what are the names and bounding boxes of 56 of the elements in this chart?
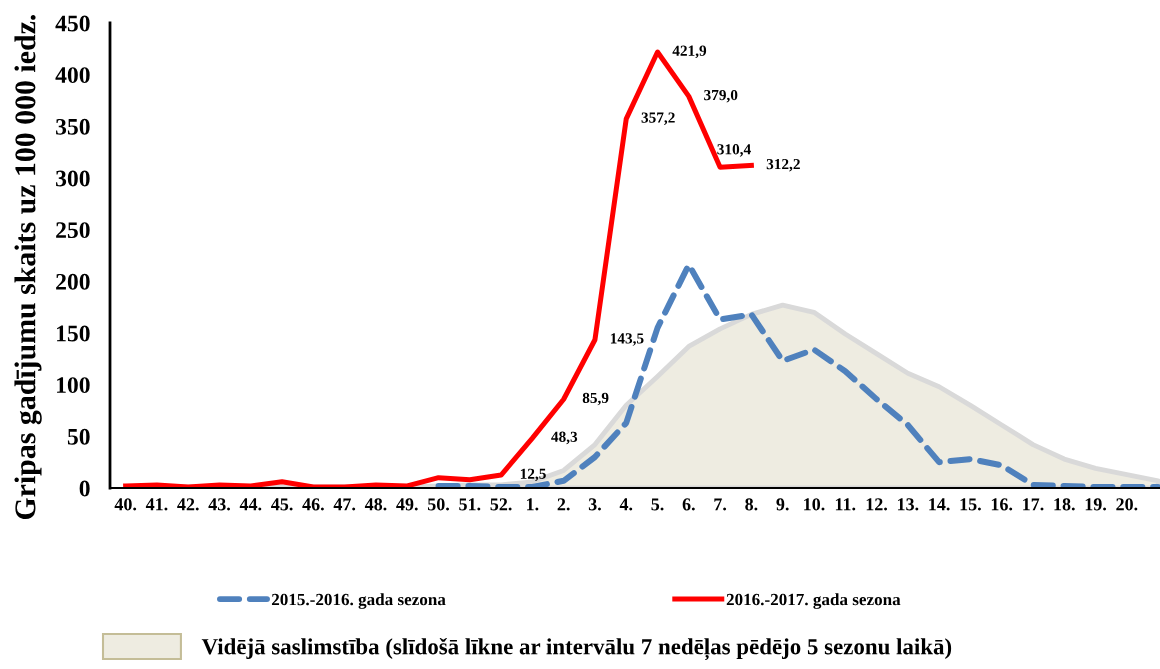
data-label: 85,9 bbox=[582, 392, 609, 406]
x-tick-label: 18. bbox=[1054, 498, 1075, 511]
x-tick-label: 46. bbox=[302, 498, 324, 511]
x-tick-label: 9. bbox=[776, 498, 789, 511]
y-tick-label: 300 bbox=[56, 170, 90, 187]
x-tick-label: 45. bbox=[271, 498, 293, 511]
x-tick-label: 47. bbox=[333, 498, 356, 511]
x-tick-label: 48. bbox=[364, 498, 387, 511]
x-tick-label: 3. bbox=[588, 498, 601, 511]
data-label: 12,5 bbox=[520, 468, 546, 482]
x-tick-label: 7. bbox=[714, 498, 727, 511]
legend-label: 2015.-2016. gada sezona bbox=[271, 593, 446, 609]
x-tick-label: 6. bbox=[682, 498, 695, 511]
x-tick-label: 8. bbox=[745, 498, 758, 511]
x-tick-label: 1. bbox=[527, 498, 539, 511]
x-tick-label: 13. bbox=[897, 498, 919, 511]
y-tick-label: 450 bbox=[55, 15, 90, 32]
x-tick-label: 41. bbox=[145, 498, 168, 511]
legend-label: Vidējā saslimstība (slīdošā līkne ar intervālu 7 nedēļas pēdējo 5 sezonu laikā) bbox=[201, 638, 952, 661]
x-tick-label: 14. bbox=[929, 498, 950, 511]
x-tick-label: 43. bbox=[208, 498, 230, 511]
x-tick-label: 12. bbox=[866, 498, 888, 511]
data-label: 421,9 bbox=[672, 45, 707, 59]
y-tick-label: 350 bbox=[56, 118, 90, 135]
x-tick-label: 17. bbox=[1023, 498, 1044, 511]
data-label: 357,2 bbox=[641, 112, 675, 125]
y-tick-label: 400 bbox=[55, 67, 90, 84]
x-tick-label: 5. bbox=[651, 498, 664, 511]
x-tick-label: 40. bbox=[114, 498, 137, 511]
x-tick-label: 44. bbox=[239, 498, 262, 511]
x-tick-label: 16. bbox=[991, 498, 1013, 511]
data-label: 143,5 bbox=[610, 333, 644, 346]
legend-label: 2016.-2017. gada sezona bbox=[726, 593, 901, 609]
data-label: 379,0 bbox=[704, 89, 738, 103]
y-tick-label: 100 bbox=[57, 377, 90, 394]
x-tick-label: 4. bbox=[619, 498, 633, 511]
x-tick-label: 50. bbox=[427, 498, 450, 511]
y-tick-label: 150 bbox=[57, 325, 90, 342]
y-tick-label: 200 bbox=[56, 273, 90, 290]
x-tick-label: 19. bbox=[1085, 498, 1107, 511]
y-tick-label: 0 bbox=[79, 480, 90, 497]
x-tick-label: 20. bbox=[1116, 498, 1138, 511]
y-tick-label: 50 bbox=[67, 428, 90, 445]
y-axis-title: Gripas gadījumu skaits uz 100 000 iedz. bbox=[14, 15, 42, 520]
data-label: 48,3 bbox=[551, 431, 578, 445]
x-tick-label: 51. bbox=[459, 498, 481, 511]
x-tick-label: 15. bbox=[960, 498, 981, 511]
x-tick-label: 11. bbox=[835, 498, 856, 511]
x-tick-label: 52. bbox=[490, 498, 512, 511]
x-tick-label: 49. bbox=[396, 498, 418, 511]
y-tick-label: 250 bbox=[56, 222, 90, 239]
x-tick-label: 42. bbox=[177, 498, 199, 511]
x-tick-label: 2. bbox=[557, 498, 570, 511]
data-label: 312,2 bbox=[766, 158, 800, 172]
data-label: 310,4 bbox=[717, 144, 751, 157]
x-tick-label: 10. bbox=[804, 498, 825, 511]
